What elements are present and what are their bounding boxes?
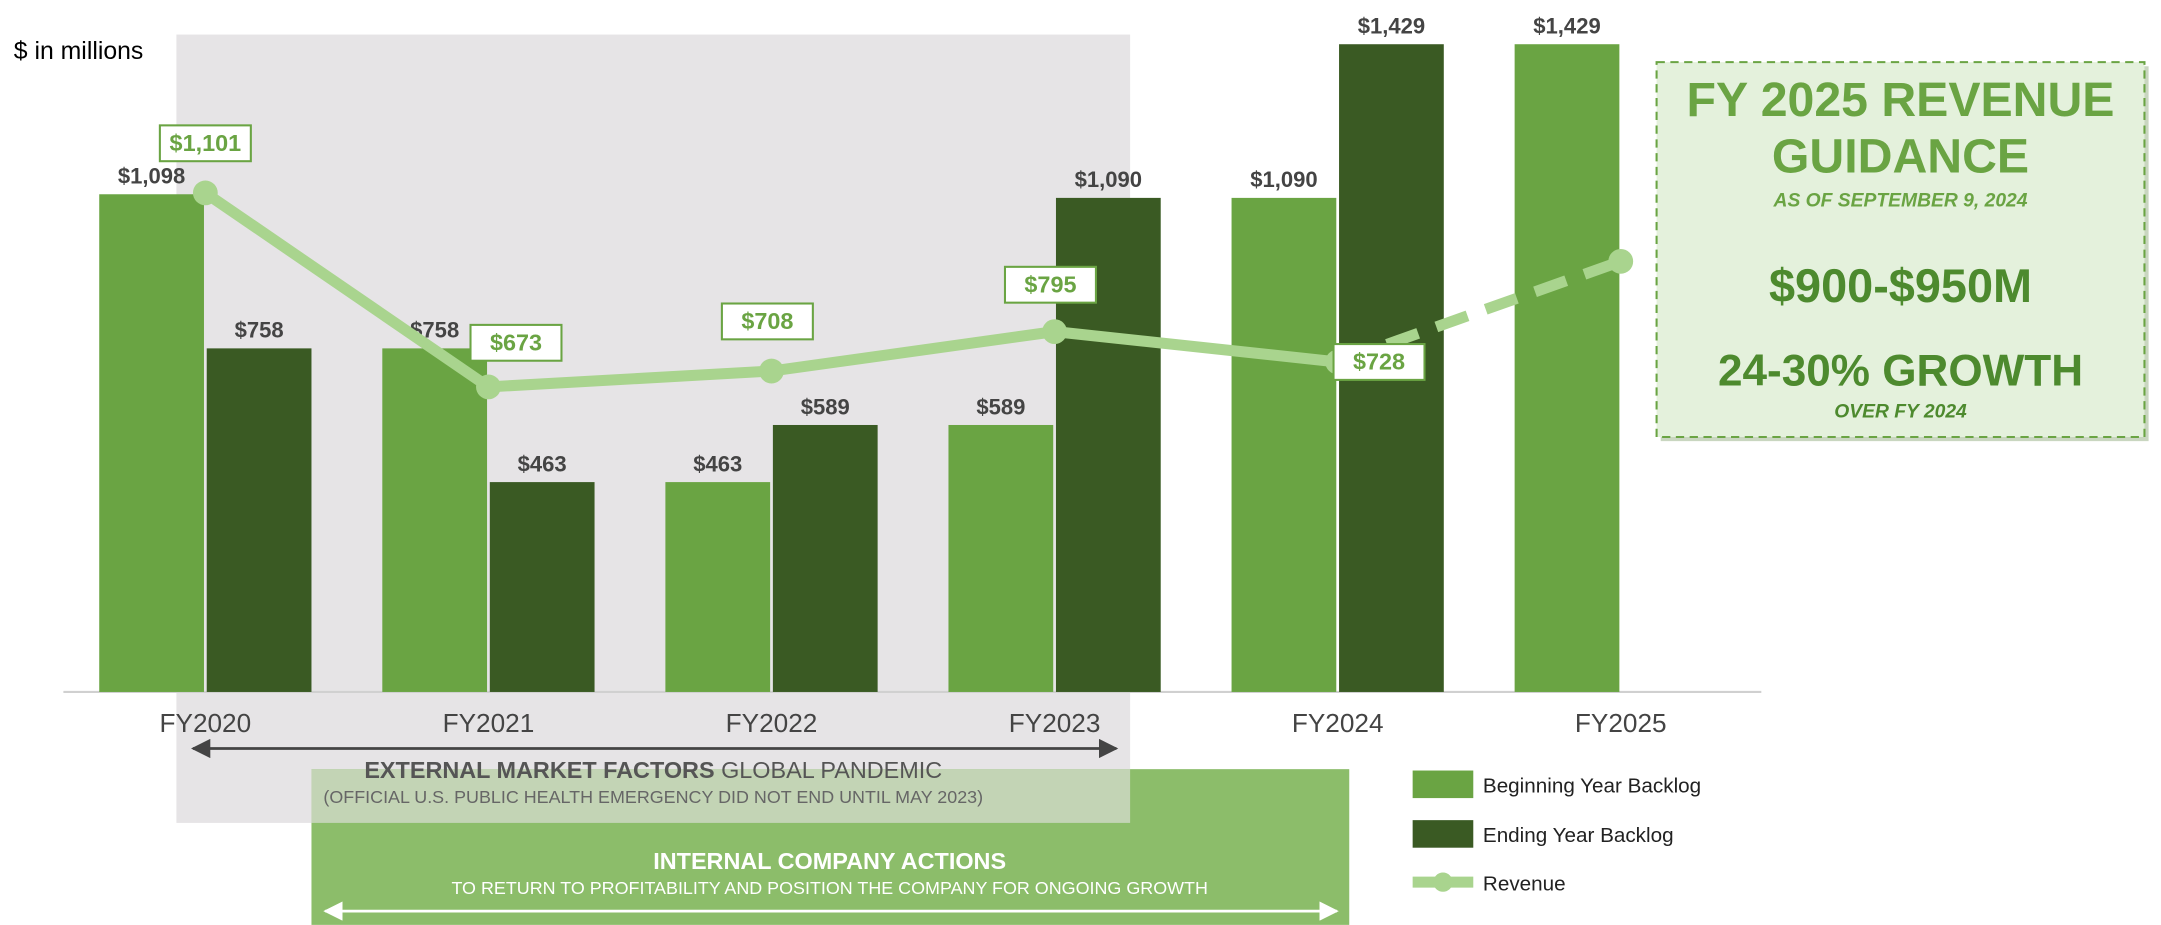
bar: [489, 482, 595, 692]
bar: [665, 482, 771, 692]
revenue-label-box: [1332, 343, 1426, 381]
external-bold: EXTERNAL MARKET FACTORS: [364, 757, 714, 783]
internal-heading: INTERNAL COMPANY ACTIONS: [653, 848, 1006, 874]
revenue-point: [192, 180, 218, 206]
revenue-value-label: $728: [1353, 349, 1405, 375]
x-tick-label: FY2022: [726, 708, 818, 738]
x-tick-label: FY2023: [1009, 708, 1101, 738]
legend-label: Ending Year Backlog: [1483, 824, 1674, 847]
legend-label: Beginning Year Backlog: [1483, 775, 1701, 798]
guidance-title: GUIDANCE: [1772, 130, 2029, 184]
plot: FY2020 FY2021 FY2022 FY2023 FY2024 FY2025 $1,0…: [63, 14, 1762, 738]
overlap-shade: [311, 769, 1131, 823]
bar-value-label: $463: [693, 451, 742, 476]
external-text: GLOBAL PANDEMIC: [721, 757, 942, 783]
bar-value-label: $463: [518, 451, 567, 476]
bar-value-label: $589: [976, 394, 1025, 419]
bar: [1514, 44, 1620, 692]
x-tick-label: FY2020: [160, 708, 252, 738]
guidance-title: FY 2025 REVENUE: [1687, 73, 2115, 127]
guidance-growth: 24-30% GROWTH: [1718, 346, 2083, 395]
bar: [772, 424, 878, 692]
bar-value-label: $758: [235, 318, 284, 343]
revenue-point: [759, 358, 784, 384]
units-label: $ in millions: [14, 38, 144, 65]
revenue-label-box: [158, 124, 252, 163]
external-heading: EXTERNAL MARKET FACTORS GLOBAL PANDEMIC: [364, 757, 942, 783]
x-tick-label: FY2025: [1575, 708, 1667, 738]
guidance-panel: [1655, 61, 2146, 439]
bar: [948, 424, 1054, 692]
legend-swatch-point: [1433, 872, 1453, 892]
guidance-box: FY 2025 REVENUE GUIDANCE AS OF SEPTEMBER…: [1655, 61, 2149, 442]
revenue-point: [1608, 248, 1634, 274]
x-tick-label: FY2021: [443, 708, 535, 738]
bar: [99, 194, 204, 692]
bar: [1231, 197, 1337, 692]
x-tick-label: FY2024: [1292, 708, 1384, 738]
guidance-range: $900-$950M: [1769, 260, 2032, 312]
revenue-label-box: [720, 302, 814, 341]
bar-value-label: $1,090: [1250, 167, 1317, 192]
guidance-growth-note: OVER FY 2024: [1834, 401, 1967, 422]
legend-label: Revenue: [1483, 872, 1566, 895]
revenue-label-box: [469, 323, 563, 362]
bar-value-label: $1,090: [1075, 167, 1142, 192]
revenue-value-label: $673: [490, 329, 542, 355]
legend-swatch: [1412, 820, 1474, 848]
bar: [382, 348, 488, 692]
revenue-point: [1042, 319, 1067, 345]
bar-value-label: $1,098: [118, 164, 185, 189]
guidance-date: AS OF SEPTEMBER 9, 2024: [1773, 190, 2028, 211]
bar-value-label: $1,429: [1533, 14, 1600, 39]
legend: Beginning Year Backlog Ending Year Backlo…: [1412, 770, 1701, 895]
bar-value-label: $1,429: [1358, 14, 1425, 39]
revenue-label-box: [1003, 265, 1097, 304]
bar-value-label: $589: [801, 394, 850, 419]
legend-swatch: [1412, 770, 1474, 799]
external-note: (OFFICIAL U.S. PUBLIC HEALTH EMERGENCY D…: [323, 787, 983, 807]
revenue-value-label: $708: [741, 308, 793, 334]
revenue-point: [476, 374, 501, 400]
bar: [206, 348, 312, 692]
revenue-value-label: $795: [1024, 271, 1076, 297]
internal-note: TO RETURN TO PROFITABILITY AND POSITION …: [451, 878, 1207, 898]
revenue-value-label: $1,101: [170, 130, 242, 156]
